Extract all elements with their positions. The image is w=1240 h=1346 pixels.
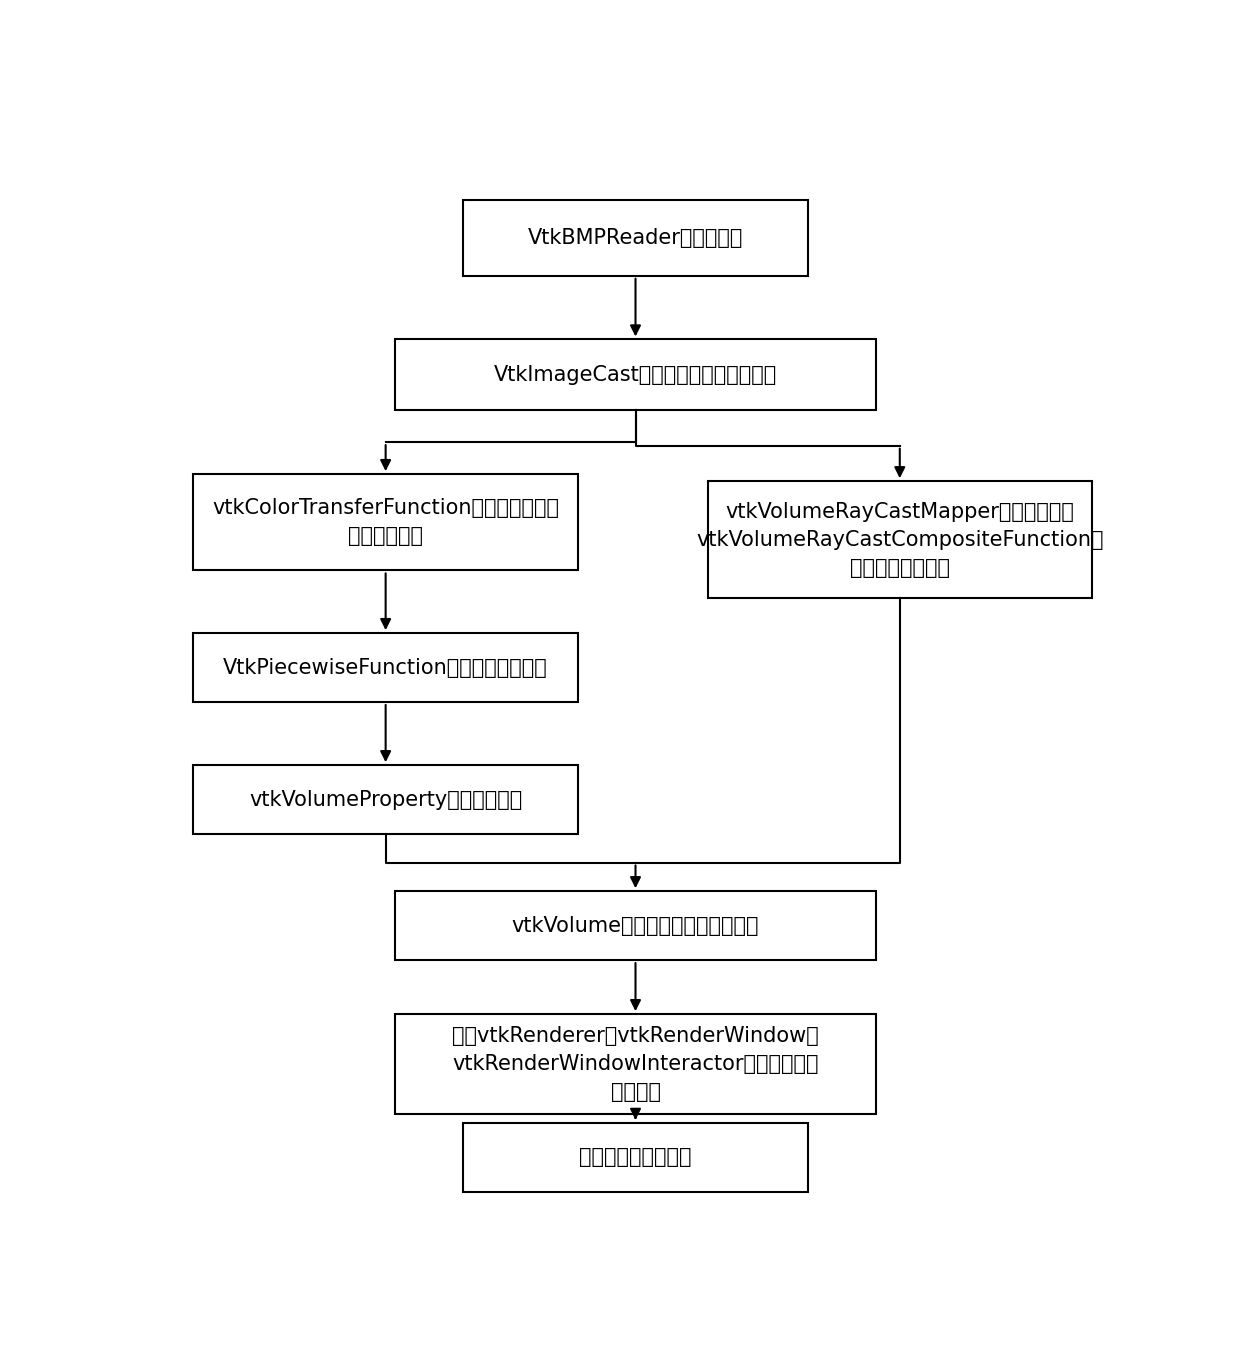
Bar (193, 474, 578, 571)
Text: VtkPiecewiseFunction类设置像素梯度値: VtkPiecewiseFunction类设置像素梯度値 (223, 658, 548, 677)
Text: VtkImageCast类对数据进一步转换处理: VtkImageCast类对数据进一步转换处理 (494, 365, 777, 385)
Text: 泡沫铝三维细观模型: 泡沫铝三维细观模型 (579, 1147, 692, 1167)
Bar (193, 765, 578, 835)
Text: 定义vtkRenderer、vtkRenderWindow和
vtkRenderWindowInteractor对象，建立可
视化管线: 定义vtkRenderer、vtkRenderWindow和 vtkRender… (453, 1026, 818, 1102)
Bar (193, 633, 578, 703)
Bar (396, 339, 875, 411)
Text: VtkBMPReader类读取图像: VtkBMPReader类读取图像 (528, 227, 743, 248)
Bar (463, 199, 808, 276)
Bar (708, 481, 1092, 598)
Text: vtkVolumeRayCastMapper载入算法函数
vtkVolumeRayCastCompositeFunction并
将数据映射为图像: vtkVolumeRayCastMapper载入算法函数 vtkVolumeRa… (696, 502, 1104, 577)
Bar (396, 891, 875, 960)
Bar (463, 1123, 808, 1191)
Text: vtkVolumeProperty类设置体属性: vtkVolumeProperty类设置体属性 (249, 790, 522, 810)
Text: vtkVolume类加载映射器并渲染数据: vtkVolume类加载映射器并渲染数据 (512, 915, 759, 935)
Bar (396, 1014, 875, 1113)
Text: vtkColorTransferFunction类设置像素的颜
色値或灰度値: vtkColorTransferFunction类设置像素的颜 色値或灰度値 (212, 498, 559, 546)
